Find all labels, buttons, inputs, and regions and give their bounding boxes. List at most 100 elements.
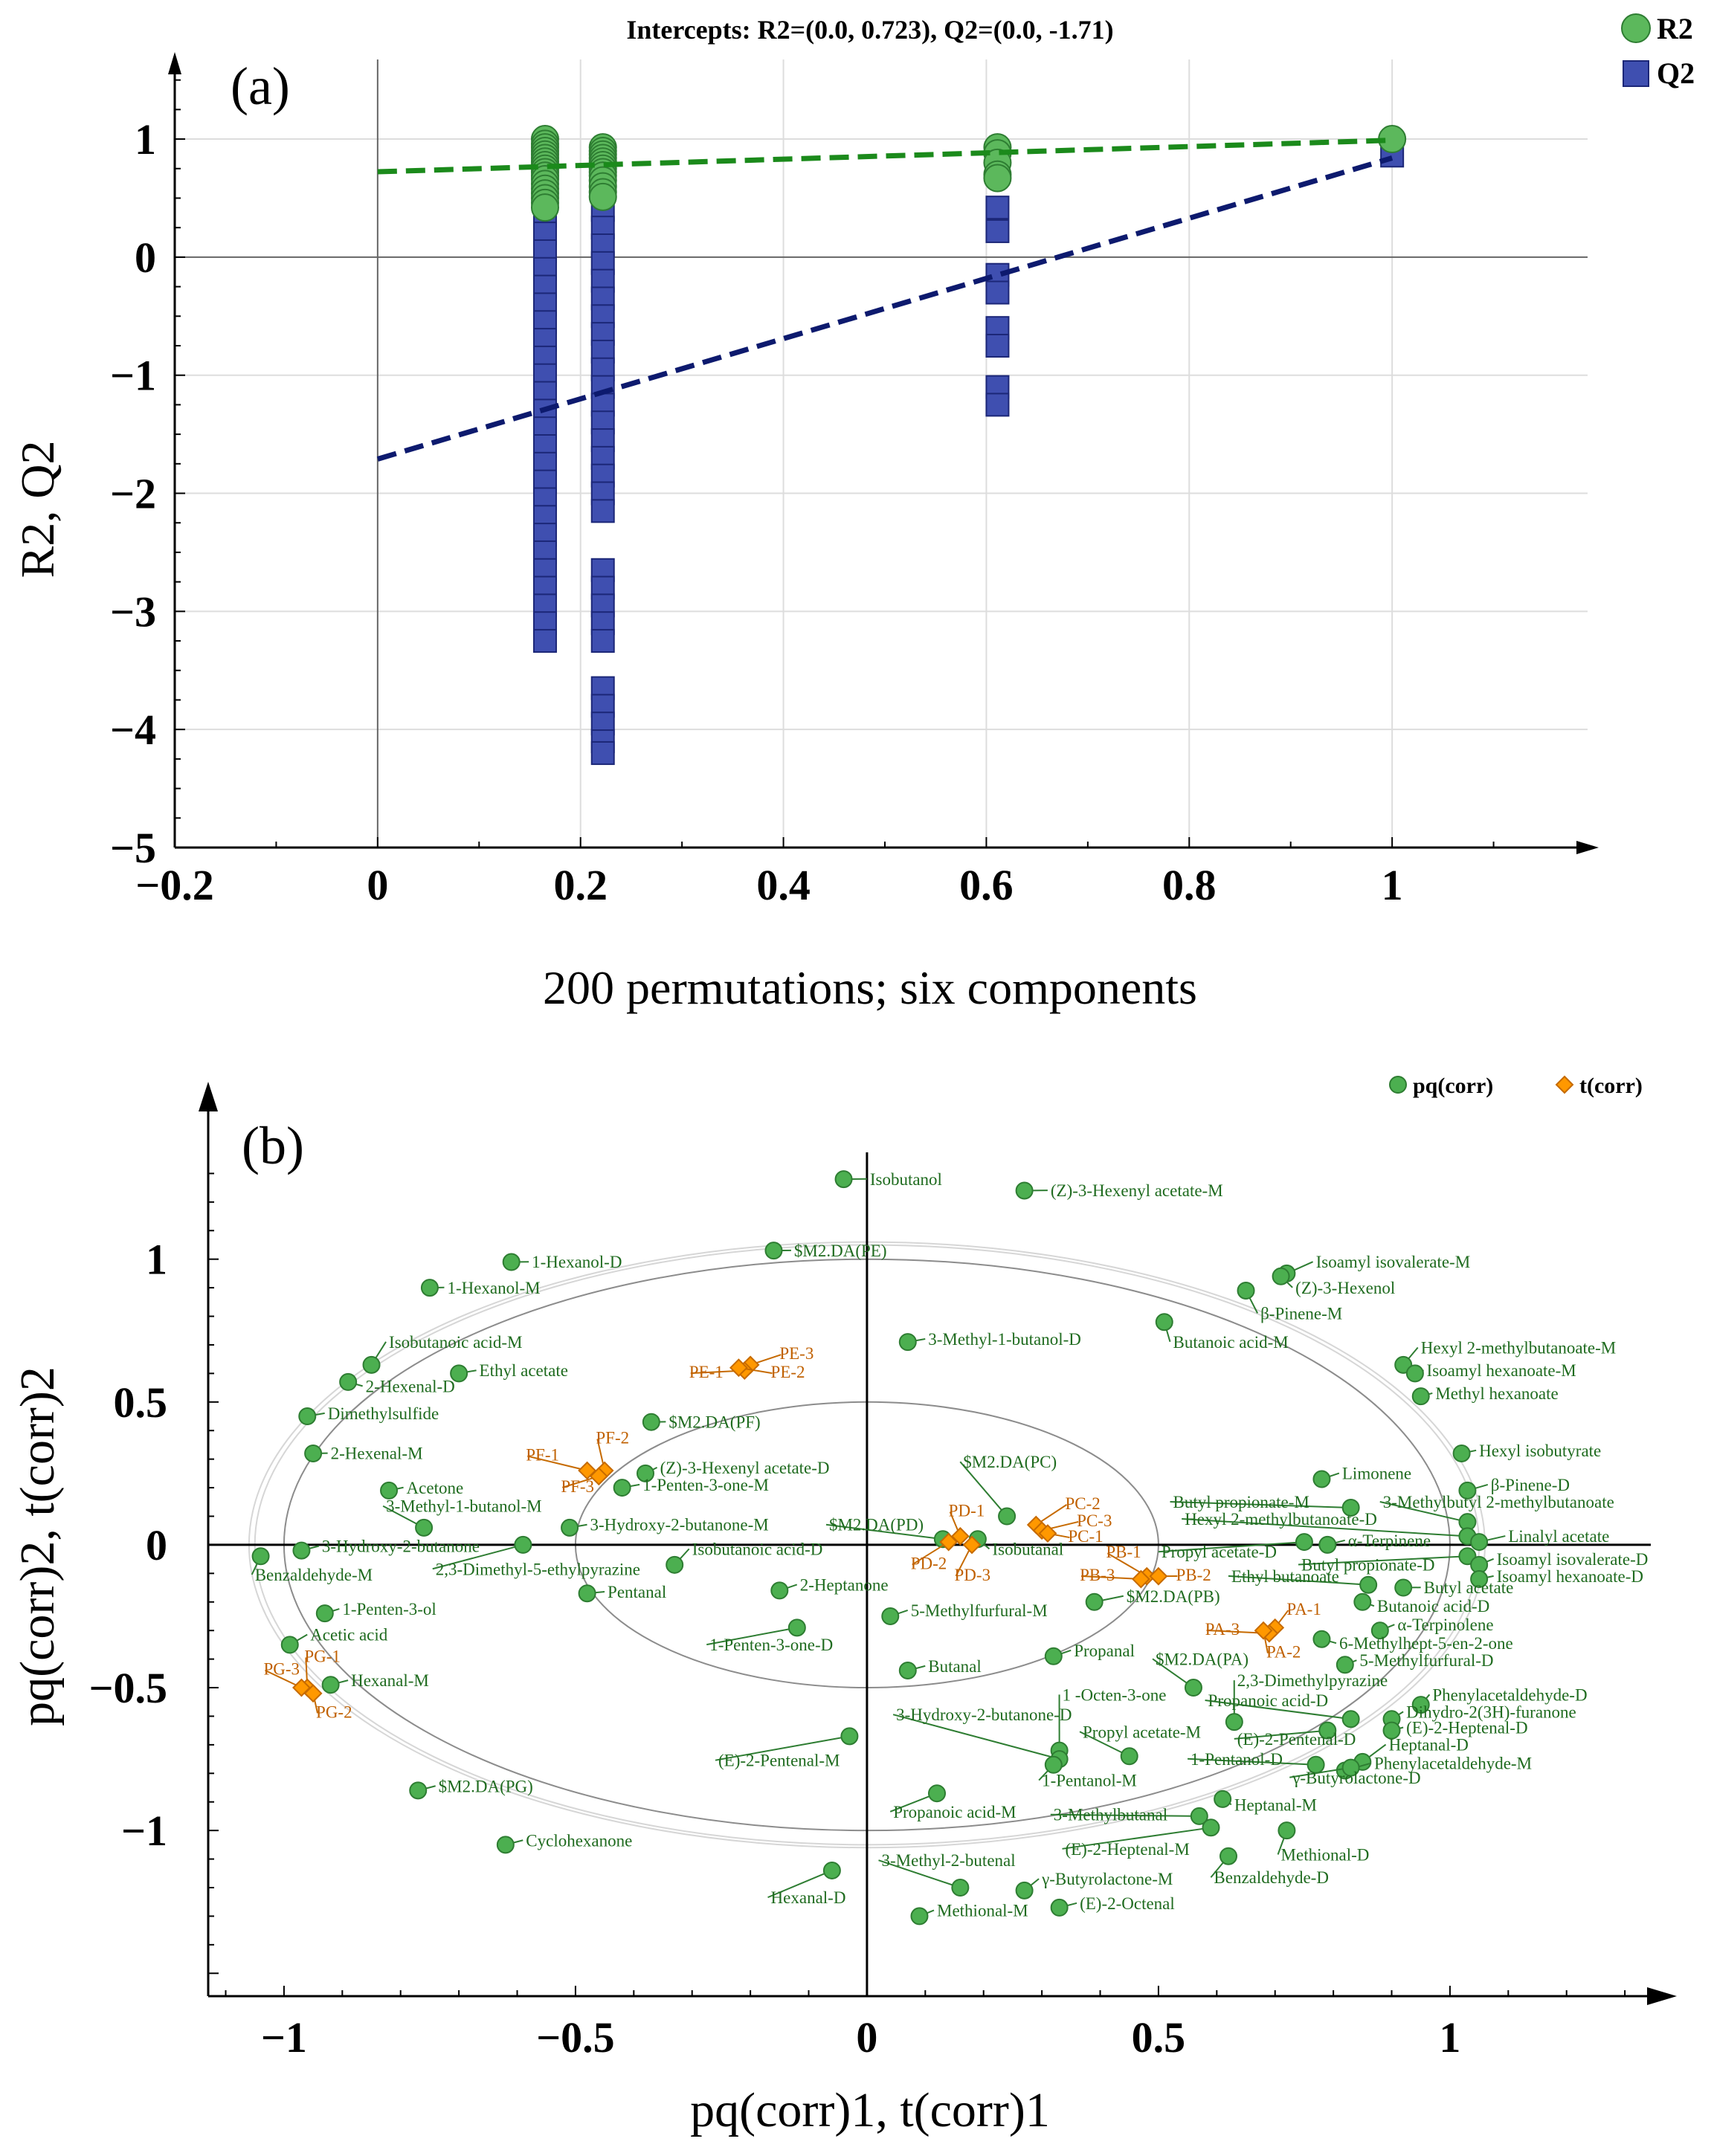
- pq-point-label: Ethyl butanoate: [1231, 1567, 1339, 1586]
- t-point-label: PC-3: [1077, 1511, 1112, 1530]
- pq-point: [1272, 1267, 1290, 1285]
- pq-point: [280, 1636, 299, 1654]
- t-point-label: PB-1: [1106, 1543, 1141, 1561]
- legend-r2-marker: [1621, 13, 1651, 43]
- pq-point: [1044, 1647, 1063, 1665]
- pq-point: [1202, 1818, 1220, 1837]
- pq-leader-line: [715, 1735, 850, 1761]
- pq-point-label: Dihydro-2(3H)-furanone: [1406, 1702, 1576, 1721]
- pq-point: [1411, 1387, 1430, 1406]
- pq-point-label: Propanoic acid-D: [1208, 1691, 1329, 1710]
- pq-point-label: Ethyl acetate: [480, 1361, 568, 1380]
- t-point: [1131, 1569, 1150, 1589]
- pq-point: [1318, 1535, 1337, 1554]
- x-tick-label: −0.5: [536, 2013, 615, 2062]
- t-point: [1038, 1524, 1057, 1543]
- pq-point: [898, 1333, 917, 1352]
- y-tick-label: 1: [146, 1236, 167, 1284]
- t-point-label: PD-3: [955, 1566, 991, 1584]
- q2-point: [985, 393, 1010, 417]
- t-point: [939, 1532, 959, 1552]
- pq-leader-line: [432, 1543, 523, 1570]
- pq-point-label: 6-Methylhept-5-en-2-one: [1339, 1634, 1513, 1653]
- panel-b-loadings-biplot: −1 −0.5 0 0.5 1 1 0.5 0 −0.5 −1 (b) pq(corr)1, t(co…: [10, 1074, 1677, 2137]
- pq-leader-line: [1228, 1575, 1369, 1586]
- pq-point: [1184, 1679, 1202, 1697]
- t-point-label: PF-1: [526, 1446, 559, 1465]
- legend-q2-marker: [1623, 60, 1649, 87]
- panel-label: (b): [242, 1116, 304, 1175]
- pq-point-label: Phenylacetaldehyde-D: [1432, 1685, 1587, 1704]
- pq-point-label: (E)-2-Pentenal-M: [718, 1752, 840, 1770]
- panel-label: (a): [231, 57, 290, 116]
- x-tick-label: 0.5: [1132, 2013, 1186, 2062]
- pq-point: [666, 1555, 684, 1574]
- legend-r2-label: R2: [1657, 12, 1693, 45]
- pq-point-label: Heptanal-D: [1389, 1736, 1469, 1755]
- pq-point-label: (E)-2-Pentenal-D: [1237, 1730, 1356, 1749]
- pq-point-label: $M2.DA(PG): [439, 1777, 533, 1795]
- pq-point-label: (E)-2-Heptenal-M: [1065, 1840, 1189, 1859]
- q2-point: [985, 196, 1010, 220]
- pq-point: [1394, 1578, 1413, 1597]
- t-point-label: PC-1: [1068, 1527, 1103, 1546]
- pq-point-label: 3-Methylbutyl 2-methylbutanoate: [1383, 1493, 1614, 1511]
- pq-point-label: (Z)-3-Hexenyl acetate-D: [660, 1459, 830, 1477]
- pq-point-label: Hexyl isobutyrate: [1479, 1442, 1601, 1460]
- pq-point-label: 3-Methylbutanal: [1054, 1806, 1167, 1824]
- pq-point-label: Linalyl acetate: [1508, 1527, 1609, 1546]
- pq-point: [502, 1253, 521, 1271]
- pq-point-label: (E)-2-Octenal: [1080, 1894, 1175, 1913]
- pq-leader-line: [1079, 1731, 1130, 1758]
- pq-point: [362, 1355, 381, 1374]
- t-point-label: PA-2: [1266, 1643, 1301, 1662]
- pq-point-label: Acetic acid: [310, 1626, 388, 1645]
- t-point-label: PE-3: [779, 1344, 813, 1363]
- pq-point-label: Isobutanoic acid-M: [389, 1333, 522, 1352]
- pq-point: [1015, 1881, 1034, 1900]
- pq-point-label: β-Pinene-M: [1260, 1304, 1342, 1323]
- legend-pq-marker: [1389, 1076, 1407, 1094]
- pq-point: [764, 1242, 783, 1260]
- pq-point: [420, 1279, 439, 1297]
- pq-leader-line: [1050, 1813, 1199, 1817]
- y-tick-label: 0: [135, 233, 156, 282]
- pq-point-label: 3-Hydroxy-2-butanone-M: [590, 1516, 769, 1534]
- t-point: [1149, 1566, 1168, 1586]
- r2-point: [530, 193, 559, 222]
- q2-trend-line: [376, 155, 1394, 462]
- y-tick-label: −5: [110, 824, 156, 872]
- pq-point-label: 1-Hexanol-M: [447, 1279, 540, 1297]
- pq-point: [770, 1581, 789, 1600]
- pq-point: [1341, 1498, 1360, 1517]
- pq-point-label: Phenylacetaldehyde-M: [1374, 1755, 1532, 1773]
- pq-leader-line: [959, 1461, 1008, 1517]
- pq-point-label: 1-Pentanol-D: [1191, 1750, 1283, 1769]
- pq-point-label: Pentanal: [608, 1583, 666, 1601]
- t-point-label: PD-2: [911, 1555, 947, 1573]
- x-tick-label: 1: [1382, 861, 1403, 909]
- t-point-label: PD-1: [949, 1501, 985, 1520]
- pq-point-label: β-Pinene-D: [1491, 1476, 1570, 1494]
- pq-point: [1050, 1898, 1069, 1917]
- pq-leader-line: [1289, 1766, 1351, 1778]
- pq-point: [898, 1661, 917, 1679]
- t-point-label: PA-1: [1286, 1600, 1321, 1618]
- pq-point: [321, 1676, 340, 1694]
- pq-point-label: 3-Methyl-2-butenal: [882, 1851, 1016, 1870]
- pq-point-label: 1-Hexanol-D: [532, 1253, 622, 1271]
- q2-point: [985, 334, 1010, 358]
- pq-point-label: $M2.DA(PF): [668, 1413, 760, 1431]
- pq-point: [881, 1607, 900, 1625]
- pq-point: [1312, 1470, 1331, 1488]
- pq-leader-line: [767, 1870, 833, 1899]
- pq-point: [637, 1464, 654, 1482]
- t-leader-line: [912, 1541, 950, 1566]
- pq-point: [1470, 1570, 1489, 1589]
- pq-point-label: Butanoic acid-D: [1377, 1597, 1489, 1616]
- t-leader-line: [527, 1455, 587, 1471]
- pq-leader-line: [1379, 1500, 1468, 1523]
- pq-leader-line: [892, 1714, 1060, 1760]
- pq-point: [339, 1372, 358, 1391]
- pq-point-label: (Z)-3-Hexenol: [1295, 1279, 1395, 1297]
